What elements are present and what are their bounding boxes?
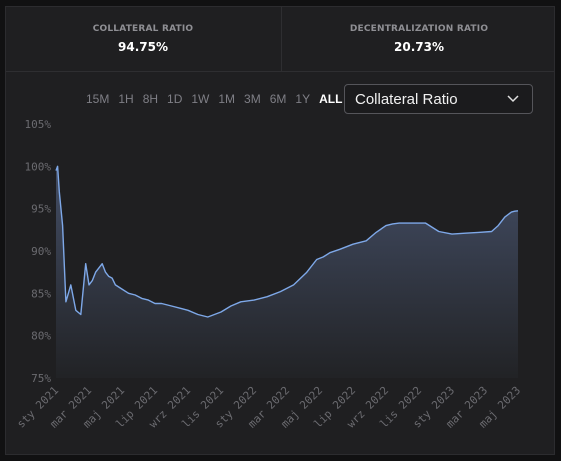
range-button-1m[interactable]: 1M [218, 92, 236, 106]
y-tick-label: 100% [25, 160, 52, 173]
range-button-8h[interactable]: 8H [142, 92, 159, 106]
y-tick-label: 75% [31, 372, 51, 385]
metric-select-value: Collateral Ratio [355, 91, 458, 108]
stat-value: 94.75% [118, 40, 168, 54]
stat-value: 20.73% [394, 40, 444, 54]
decentralization-ratio-stat: DECENTRALIZATION RATIO 20.73% [281, 7, 556, 71]
series-area [56, 166, 518, 378]
range-button-1h[interactable]: 1H [118, 92, 134, 106]
collateral-ratio-stat: COLLATERAL RATIO 94.75% [6, 7, 280, 71]
metric-select[interactable]: Collateral Ratio [344, 84, 533, 114]
series-line [55, 165, 519, 318]
stats-header: COLLATERAL RATIO 94.75% DECENTRALIZATION… [6, 7, 554, 72]
range-button-3m[interactable]: 3M [244, 92, 261, 106]
chevron-down-icon [507, 95, 519, 103]
y-tick-label: 80% [31, 330, 51, 343]
range-button-all[interactable]: ALL [319, 92, 343, 106]
y-tick-label: 90% [31, 245, 51, 258]
y-tick-label: 95% [31, 203, 51, 216]
chart-panel: COLLATERAL RATIO 94.75% DECENTRALIZATION… [5, 6, 555, 455]
range-button-1y[interactable]: 1Y [295, 92, 311, 106]
range-button-1w[interactable]: 1W [191, 92, 210, 106]
stat-label: DECENTRALIZATION RATIO [349, 24, 489, 34]
time-range-selector: 15M 1H 8H 1D 1W 1M 3M 6M 1Y ALL [86, 92, 351, 108]
range-button-1d[interactable]: 1D [167, 92, 183, 106]
range-button-6m[interactable]: 6M [269, 92, 287, 106]
range-button-15m[interactable]: 15M [86, 92, 110, 106]
y-tick-label: 85% [31, 287, 51, 300]
stat-label: COLLATERAL RATIO [92, 24, 194, 34]
y-tick-label: 105% [25, 118, 52, 131]
